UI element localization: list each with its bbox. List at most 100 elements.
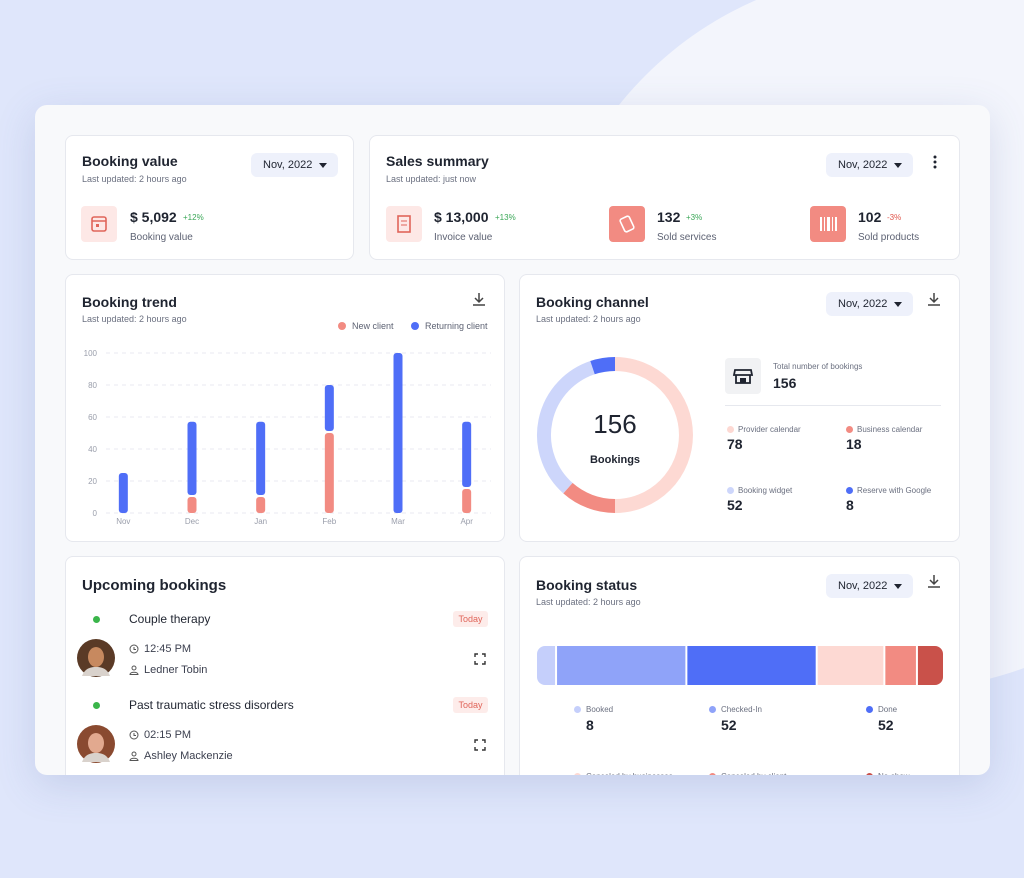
booking-title: Past traumatic stress disorders	[129, 698, 294, 712]
legend-label: Checked-In	[721, 705, 762, 714]
download-button[interactable]	[926, 291, 942, 307]
legend-value: 78	[727, 436, 743, 452]
bar-segment	[187, 421, 197, 495]
change: +3%	[686, 213, 703, 222]
updated: Last updated: just now	[386, 174, 477, 184]
change: -3%	[887, 213, 902, 222]
y-tick-label: 20	[88, 477, 97, 486]
legend-label: No-show	[878, 772, 910, 775]
donut-segment	[614, 357, 693, 513]
badge: Today	[453, 697, 488, 713]
total-label: Total number of bookings	[773, 362, 863, 371]
download-button[interactable]	[471, 291, 487, 307]
title: Upcoming bookings	[82, 577, 227, 594]
legend-value: 18	[846, 436, 862, 452]
legend-label: Canceled by businesses	[586, 772, 673, 775]
booking-status-panel: Booking status Last updated: 2 hours ago…	[519, 556, 960, 775]
title: Booking value	[82, 153, 178, 169]
legend-dot	[846, 426, 853, 433]
bar-segment	[324, 385, 334, 431]
item-icon	[810, 206, 846, 242]
center-value: 156	[593, 409, 636, 439]
legend-value: 8	[586, 717, 594, 733]
y-tick-label: 80	[88, 381, 97, 390]
status-segment	[817, 646, 884, 685]
updated: Last updated: 2 hours ago	[536, 314, 641, 324]
y-tick-label: 100	[84, 349, 98, 358]
amount: $ 5,092	[130, 209, 177, 225]
x-tick-label: Apr	[460, 517, 473, 526]
legend-value: 52	[721, 717, 737, 733]
store-icon	[725, 358, 761, 394]
period-dropdown[interactable]: Nov, 2022	[826, 574, 913, 598]
booking-title: Couple therapy	[129, 612, 211, 626]
status-segment	[537, 646, 556, 685]
status-dot	[93, 702, 100, 709]
legend-value: 52	[727, 497, 743, 513]
expand-button[interactable]	[474, 653, 486, 665]
period-dropdown[interactable]: Nov, 2022	[826, 292, 913, 316]
title: Booking trend	[82, 294, 177, 310]
booking-channel-panel: Booking channel Last updated: 2 hours ag…	[519, 274, 960, 542]
title: Booking channel	[536, 294, 649, 310]
label: Invoice value	[434, 232, 493, 243]
legend-label: Returning client	[425, 321, 488, 331]
legend-dot	[866, 773, 873, 775]
legend-value: 8	[846, 497, 854, 513]
bar-segment	[118, 473, 128, 513]
avatar	[77, 639, 115, 677]
legend-label: Done	[878, 705, 898, 714]
bar-segment	[187, 497, 197, 513]
title: Booking status	[536, 577, 638, 593]
status-bar-chart	[537, 646, 943, 685]
legend-dot	[846, 487, 853, 494]
label: Sold products	[858, 232, 920, 243]
download-button[interactable]	[926, 573, 942, 589]
period-dropdown[interactable]: Nov, 2022	[251, 153, 338, 177]
title: Sales summary	[386, 153, 489, 169]
legend-label: Booking widget	[738, 486, 793, 495]
bar-segment	[256, 497, 266, 513]
x-tick-label: Mar	[391, 517, 405, 526]
time: 02:15 PM	[144, 729, 192, 741]
time: 12:45 PM	[144, 643, 192, 655]
y-tick-label: 0	[93, 509, 98, 518]
x-tick-label: Jan	[254, 517, 267, 526]
legend-label: Provider calendar	[738, 425, 801, 434]
change: +12%	[183, 213, 204, 222]
period-dropdown[interactable]: Nov, 2022	[826, 153, 913, 177]
bar-segment	[462, 489, 472, 513]
label: Sold services	[657, 232, 717, 243]
center-label: Bookings	[590, 454, 640, 466]
legend-dot	[709, 773, 716, 775]
divider	[725, 405, 941, 406]
legend-label: New client	[352, 321, 394, 331]
label: Booking value	[130, 232, 193, 243]
legend-dot	[866, 706, 873, 713]
updated: Last updated: 2 hours ago	[82, 174, 187, 184]
legend-dot	[727, 487, 734, 494]
status-segment	[917, 646, 943, 685]
menu-button[interactable]	[930, 154, 940, 170]
legend-dot	[574, 773, 581, 775]
updated: Last updated: 2 hours ago	[82, 314, 187, 324]
legend-dot	[338, 322, 346, 330]
calendar-icon	[81, 206, 117, 242]
legend-dot	[411, 322, 419, 330]
y-tick-label: 40	[88, 445, 97, 454]
bar-segment	[324, 433, 334, 513]
legend-label: Business calendar	[857, 425, 923, 434]
avatar	[77, 725, 115, 763]
booking-trend-panel: Booking trend Last updated: 2 hours ago …	[65, 274, 505, 542]
y-tick-label: 60	[88, 413, 97, 422]
legend-label: Canceled by client	[721, 772, 786, 775]
bar-segment	[462, 421, 472, 487]
person: Ashley Mackenzie	[144, 750, 233, 762]
item-icon	[609, 206, 645, 242]
donut-segment	[563, 482, 616, 513]
expand-button[interactable]	[474, 739, 486, 751]
clock-icon	[129, 644, 139, 654]
status-segment	[687, 646, 816, 685]
legend-dot	[574, 706, 581, 713]
